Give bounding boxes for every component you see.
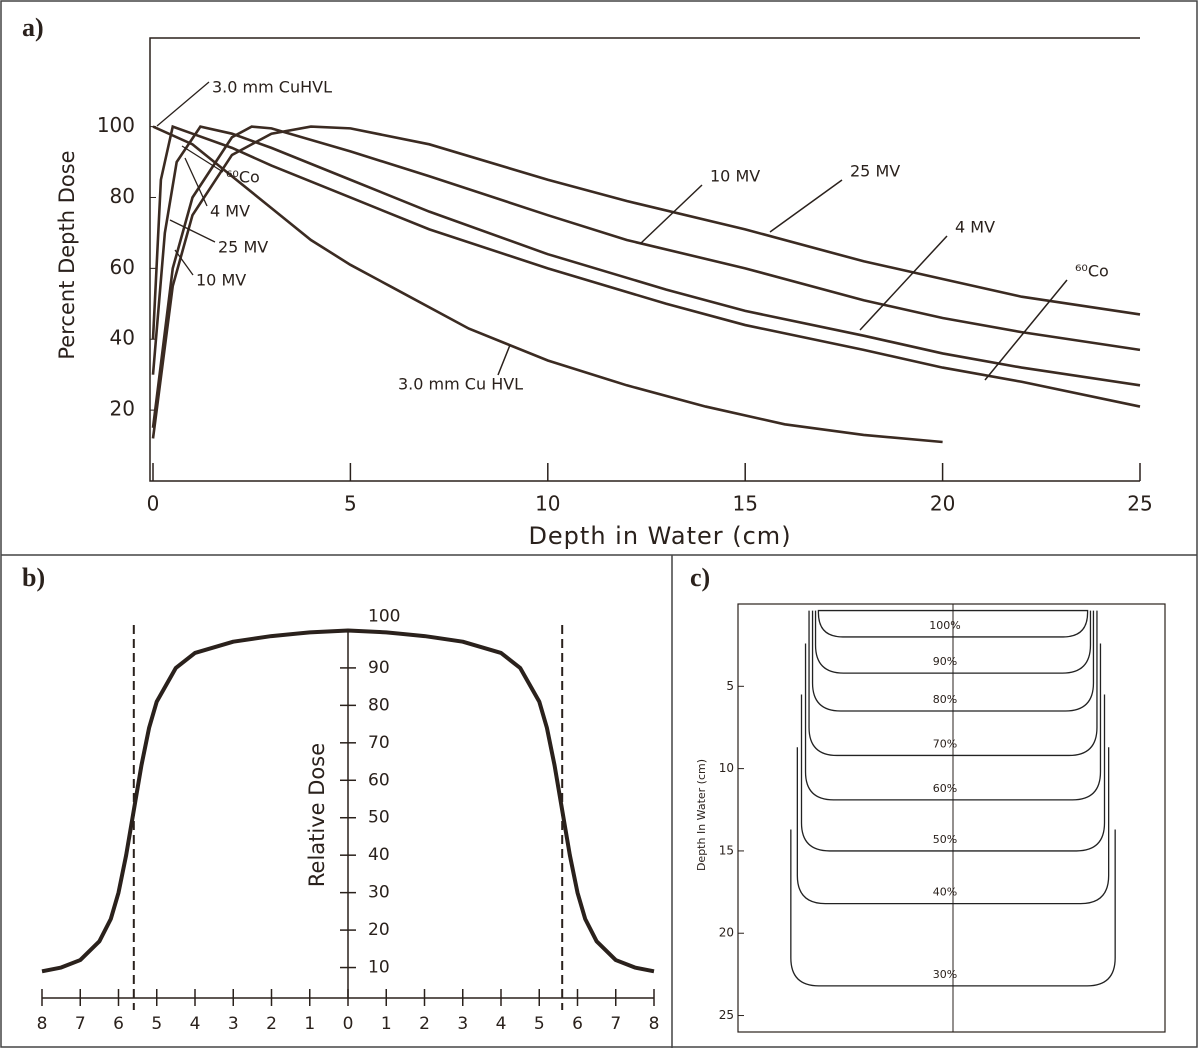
annotation-arrow: [170, 220, 215, 242]
x-tick-label: 4: [190, 1014, 201, 1034]
line-series: [153, 127, 1140, 428]
annotation-arrow: [498, 345, 510, 375]
y-tick-label: 80: [368, 695, 390, 715]
x-tick-label: 25: [1127, 492, 1152, 516]
x-tick-label: 10: [535, 492, 560, 516]
x-axis-label: Depth in Water (cm): [528, 522, 791, 550]
x-tick-label: 2: [419, 1014, 430, 1034]
x-tick-label: 8: [649, 1014, 660, 1034]
isodose-label: 30%: [933, 968, 957, 981]
y-tick-label: 80: [110, 184, 135, 208]
x-tick-label: 6: [113, 1014, 124, 1034]
y-tick-label: 60: [368, 770, 390, 790]
y-tick-label: 60: [110, 255, 135, 279]
line-series: [153, 127, 1140, 386]
y-tick-label: 25: [719, 1008, 734, 1022]
series-label: 10 MV: [710, 167, 760, 186]
y-tick-label: 20: [368, 920, 390, 940]
x-tick-label: 8: [37, 1014, 48, 1034]
x-tick-label: 1: [304, 1014, 315, 1034]
x-tick-label: 7: [610, 1014, 621, 1034]
x-tick-label: 6: [572, 1014, 583, 1034]
series-label: 25 MV: [850, 162, 900, 181]
y-axis-label: Relative Dose: [305, 743, 329, 887]
y-tick-label: 40: [110, 326, 135, 350]
x-tick-label: 15: [732, 492, 757, 516]
annotation: 10 MV: [196, 271, 246, 290]
y-tick-label: 100: [368, 606, 400, 626]
annotation-arrow: [640, 185, 702, 244]
y-axis-label: Depth In Water (cm): [695, 759, 708, 871]
annotation: 3.0 mm CuHVL: [212, 78, 332, 97]
y-axis-label: Percent Depth Dose: [55, 150, 79, 359]
annotation-arrow: [157, 82, 209, 126]
line-series: [153, 127, 943, 442]
series-label: 4 MV: [955, 218, 995, 237]
y-tick-label: 40: [368, 845, 390, 865]
series-label: ⁶⁰Co: [1075, 262, 1109, 281]
x-tick-label: 5: [151, 1014, 162, 1034]
x-tick-label: 3: [228, 1014, 239, 1034]
x-tick-label: 5: [344, 492, 357, 516]
x-tick-label: 20: [930, 492, 955, 516]
y-tick-label: 10: [719, 761, 734, 775]
series-label: 3.0 mm Cu HVL: [398, 375, 523, 394]
panel-title: a): [22, 13, 44, 42]
annotation-arrow: [985, 280, 1067, 380]
isodose-label: 90%: [933, 655, 957, 668]
y-tick-label: 20: [719, 926, 734, 940]
isodose-label: 80%: [933, 693, 957, 706]
isodose-label: 100%: [929, 619, 960, 632]
x-tick-label: 4: [496, 1014, 507, 1034]
annotation-arrow: [770, 180, 842, 232]
x-tick-label: 0: [343, 1014, 354, 1034]
y-tick-label: 50: [368, 808, 390, 828]
x-tick-label: 0: [147, 492, 160, 516]
panel-title: b): [22, 563, 45, 592]
y-tick-label: 10: [368, 958, 390, 978]
annotation: 4 MV: [210, 202, 250, 221]
isodose-label: 50%: [933, 833, 957, 846]
y-tick-label: 20: [110, 397, 135, 421]
x-tick-label: 3: [457, 1014, 468, 1034]
y-tick-label: 70: [368, 733, 390, 753]
isodose-label: 70%: [933, 737, 957, 750]
x-tick-label: 1: [381, 1014, 392, 1034]
y-tick-label: 30: [368, 883, 390, 903]
x-tick-label: 7: [75, 1014, 86, 1034]
annotation: ⁶⁰Co: [226, 168, 260, 187]
annotation: 25 MV: [218, 238, 268, 257]
y-tick-label: 90: [368, 658, 390, 678]
isodose-label: 60%: [933, 782, 957, 795]
axis-frame: [150, 38, 1140, 481]
line-series: [153, 127, 1140, 407]
y-tick-label: 100: [97, 113, 135, 137]
y-tick-label: 5: [726, 679, 734, 693]
x-tick-label: 2: [266, 1014, 277, 1034]
page: {"chart_data": [ {"type": "line", "title…: [0, 0, 1198, 1048]
panel-title: c): [690, 563, 710, 592]
y-tick-label: 15: [719, 843, 734, 857]
isodose-label: 40%: [933, 886, 957, 899]
x-tick-label: 5: [534, 1014, 545, 1034]
figure: a)051015202520406080100Depth in Water (c…: [0, 0, 1198, 1048]
